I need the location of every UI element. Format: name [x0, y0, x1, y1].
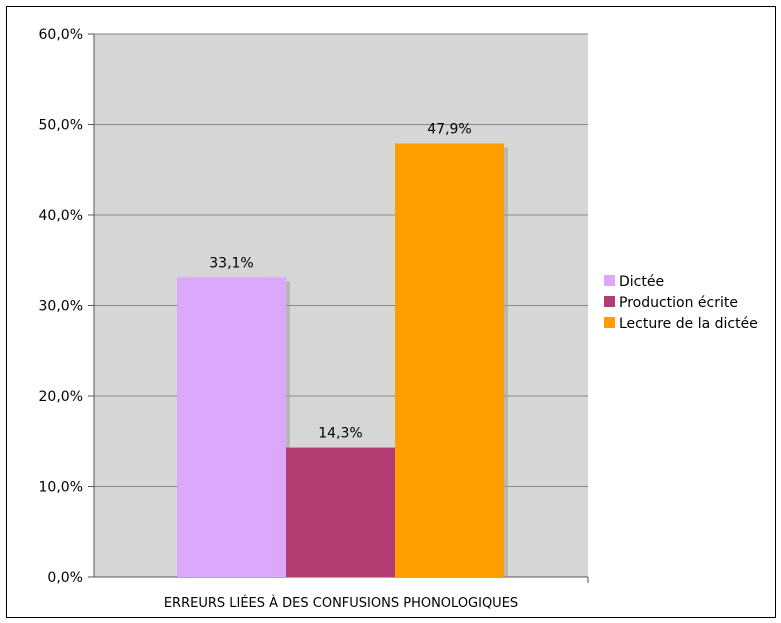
data-label: 14,3% [318, 426, 362, 442]
legend-label: Dictée [619, 274, 664, 290]
bar-3 [395, 143, 504, 577]
legend-label: Production écrite [619, 295, 738, 311]
x-category-label: ERREURS LIÉES À DES CONFUSIONS PHONOLOGI… [164, 595, 518, 611]
y-tick-label: 0,0% [47, 570, 83, 586]
y-tick-label: 20,0% [39, 389, 83, 405]
legend-swatch [604, 296, 615, 307]
y-tick-label: 50,0% [39, 118, 83, 134]
bar-2 [286, 447, 395, 577]
legend-label: Lecture de la dictée [619, 316, 758, 332]
y-tick-label: 30,0% [39, 299, 83, 315]
data-label: 33,1% [209, 255, 253, 271]
y-tick-label: 10,0% [39, 480, 83, 496]
y-tick-label: 60,0% [39, 27, 83, 43]
legend-swatch [604, 275, 615, 286]
bar-1 [177, 277, 286, 577]
legend-swatch [604, 317, 615, 328]
data-label: 47,9% [427, 122, 471, 138]
y-tick-label: 40,0% [39, 208, 83, 224]
